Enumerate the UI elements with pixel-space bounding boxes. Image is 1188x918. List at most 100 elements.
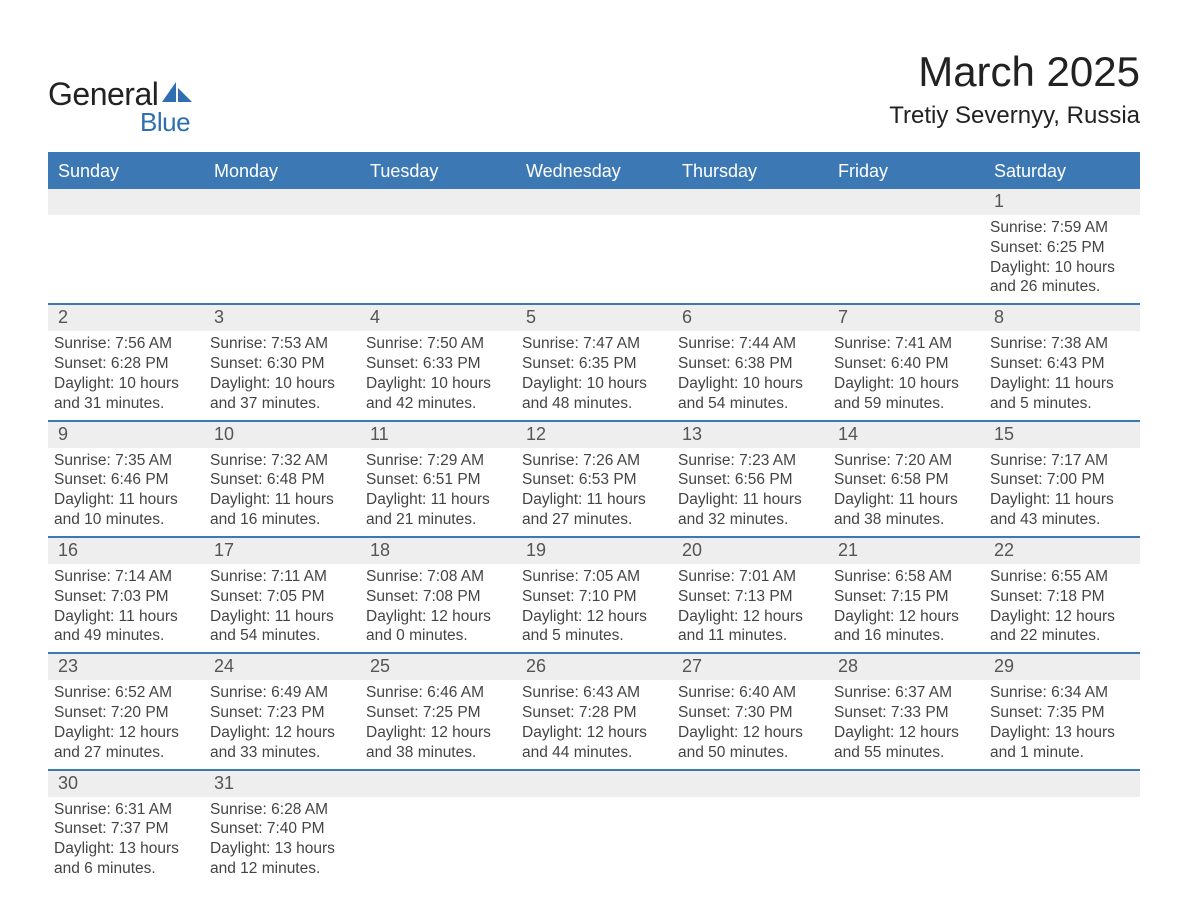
day-number: 23 xyxy=(48,654,204,680)
day-content: Sunrise: 6:31 AMSunset: 7:37 PMDaylight:… xyxy=(48,797,204,885)
day-line: Daylight: 12 hours and 0 minutes. xyxy=(366,607,506,647)
day-content: Sunrise: 6:46 AMSunset: 7:25 PMDaylight:… xyxy=(360,680,516,768)
day-content: Sunrise: 6:34 AMSunset: 7:35 PMDaylight:… xyxy=(984,680,1140,768)
day-line: Sunrise: 7:56 AM xyxy=(54,334,194,354)
day-content: Sunrise: 6:49 AMSunset: 7:23 PMDaylight:… xyxy=(204,680,360,768)
daycontent-row: Sunrise: 7:14 AMSunset: 7:03 PMDaylight:… xyxy=(48,564,1140,652)
day-line: Sunset: 6:48 PM xyxy=(210,470,350,490)
day-number: 9 xyxy=(48,422,204,448)
day-line: Sunrise: 7:20 AM xyxy=(834,451,974,471)
day-number: 11 xyxy=(360,422,516,448)
day-content: Sunrise: 7:05 AMSunset: 7:10 PMDaylight:… xyxy=(516,564,672,652)
day-content: Sunrise: 7:01 AMSunset: 7:13 PMDaylight:… xyxy=(672,564,828,652)
day-line: Daylight: 12 hours and 16 minutes. xyxy=(834,607,974,647)
day-line: Daylight: 11 hours and 27 minutes. xyxy=(522,490,662,530)
day-line: Daylight: 12 hours and 5 minutes. xyxy=(522,607,662,647)
day-line: Sunrise: 7:59 AM xyxy=(990,218,1130,238)
day-line: Daylight: 11 hours and 43 minutes. xyxy=(990,490,1130,530)
day-line: Daylight: 11 hours and 38 minutes. xyxy=(834,490,974,530)
calendar-week: 9101112131415Sunrise: 7:35 AMSunset: 6:4… xyxy=(48,422,1140,538)
day-number: 10 xyxy=(204,422,360,448)
day-line: Sunrise: 6:58 AM xyxy=(834,567,974,587)
day-content: Sunrise: 6:28 AMSunset: 7:40 PMDaylight:… xyxy=(204,797,360,885)
day-content xyxy=(984,797,1140,885)
calendar-week: 16171819202122Sunrise: 7:14 AMSunset: 7:… xyxy=(48,538,1140,654)
day-content: Sunrise: 7:53 AMSunset: 6:30 PMDaylight:… xyxy=(204,331,360,419)
day-line: Sunrise: 7:41 AM xyxy=(834,334,974,354)
day-content: Sunrise: 7:50 AMSunset: 6:33 PMDaylight:… xyxy=(360,331,516,419)
day-line: Sunset: 7:20 PM xyxy=(54,703,194,723)
day-line: Sunset: 6:25 PM xyxy=(990,238,1130,258)
day-number: 20 xyxy=(672,538,828,564)
day-number: 3 xyxy=(204,305,360,331)
day-number: 19 xyxy=(516,538,672,564)
day-line: Sunset: 7:18 PM xyxy=(990,587,1130,607)
day-line: Daylight: 12 hours and 22 minutes. xyxy=(990,607,1130,647)
day-line: Sunset: 6:46 PM xyxy=(54,470,194,490)
day-number xyxy=(984,771,1140,797)
day-content xyxy=(360,215,516,303)
day-content: Sunrise: 6:52 AMSunset: 7:20 PMDaylight:… xyxy=(48,680,204,768)
day-line: Daylight: 13 hours and 6 minutes. xyxy=(54,839,194,879)
day-line: Sunrise: 6:40 AM xyxy=(678,683,818,703)
daynum-row: 1 xyxy=(48,189,1140,215)
day-number: 26 xyxy=(516,654,672,680)
calendar: Sunday Monday Tuesday Wednesday Thursday… xyxy=(48,152,1140,885)
day-line: Sunset: 7:15 PM xyxy=(834,587,974,607)
daycontent-row: Sunrise: 7:56 AMSunset: 6:28 PMDaylight:… xyxy=(48,331,1140,419)
day-line: Daylight: 10 hours and 26 minutes. xyxy=(990,258,1130,298)
day-line: Sunrise: 7:17 AM xyxy=(990,451,1130,471)
day-number: 18 xyxy=(360,538,516,564)
day-number: 15 xyxy=(984,422,1140,448)
day-line: Daylight: 11 hours and 10 minutes. xyxy=(54,490,194,530)
day-line: Daylight: 10 hours and 42 minutes. xyxy=(366,374,506,414)
day-line: Sunrise: 7:05 AM xyxy=(522,567,662,587)
sail-icon xyxy=(162,80,192,109)
day-content xyxy=(516,215,672,303)
day-number: 14 xyxy=(828,422,984,448)
day-line: Sunrise: 7:29 AM xyxy=(366,451,506,471)
day-content: Sunrise: 6:37 AMSunset: 7:33 PMDaylight:… xyxy=(828,680,984,768)
day-number xyxy=(828,189,984,215)
day-number: 12 xyxy=(516,422,672,448)
daycontent-row: Sunrise: 6:52 AMSunset: 7:20 PM Daylight:… xyxy=(48,680,1140,768)
day-line: Daylight: 12 hours and 55 minutes. xyxy=(834,723,974,763)
calendar-week: 23242526272829Sunrise: 6:52 AMSunset: 7:… xyxy=(48,654,1140,770)
day-number: 16 xyxy=(48,538,204,564)
day-line: Sunrise: 6:52 AM xyxy=(54,683,194,703)
day-line: Daylight: 10 hours and 48 minutes. xyxy=(522,374,662,414)
day-line: Sunrise: 7:11 AM xyxy=(210,567,350,587)
day-line: Daylight: 12 hours and 50 minutes. xyxy=(678,723,818,763)
day-line: Sunrise: 6:43 AM xyxy=(522,683,662,703)
weekday-header: Wednesday xyxy=(516,155,672,189)
day-line: Daylight: 11 hours and 49 minutes. xyxy=(54,607,194,647)
daynum-row: 3031 xyxy=(48,771,1140,797)
day-line: Daylight: 12 hours and 38 minutes. xyxy=(366,723,506,763)
day-content xyxy=(828,797,984,885)
day-number: 2 xyxy=(48,305,204,331)
day-content xyxy=(48,215,204,303)
calendar-week: 2345678Sunrise: 7:56 AMSunset: 6:28 PMDa… xyxy=(48,305,1140,421)
day-number xyxy=(516,771,672,797)
day-content xyxy=(360,797,516,885)
day-line: Sunset: 7:28 PM xyxy=(522,703,662,723)
day-content: Sunrise: 7:59 AMSunset: 6:25 PMDaylight:… xyxy=(984,215,1140,303)
day-line: Sunset: 7:23 PM xyxy=(210,703,350,723)
header: General Blue March 2025 Tretiy Severnyy,… xyxy=(48,48,1140,138)
daynum-row: 2345678 xyxy=(48,305,1140,331)
day-line: Daylight: 12 hours and 33 minutes. xyxy=(210,723,350,763)
day-content: Sunrise: 6:55 AMSunset: 7:18 PMDaylight:… xyxy=(984,564,1140,652)
day-line: Sunrise: 6:28 AM xyxy=(210,800,350,820)
day-content: Sunrise: 7:44 AMSunset: 6:38 PMDaylight:… xyxy=(672,331,828,419)
weekday-header: Saturday xyxy=(984,155,1140,189)
day-content xyxy=(516,797,672,885)
day-number: 28 xyxy=(828,654,984,680)
day-line: Daylight: 11 hours and 54 minutes. xyxy=(210,607,350,647)
day-content: Sunrise: 7:26 AMSunset: 6:53 PMDaylight:… xyxy=(516,448,672,536)
day-number: 22 xyxy=(984,538,1140,564)
day-number: 17 xyxy=(204,538,360,564)
day-number: 6 xyxy=(672,305,828,331)
day-line: Sunrise: 6:49 AM xyxy=(210,683,350,703)
calendar-week: 1Sunrise: 7:59 AMSunset: 6:25 PMDaylight… xyxy=(48,189,1140,305)
day-number: 24 xyxy=(204,654,360,680)
